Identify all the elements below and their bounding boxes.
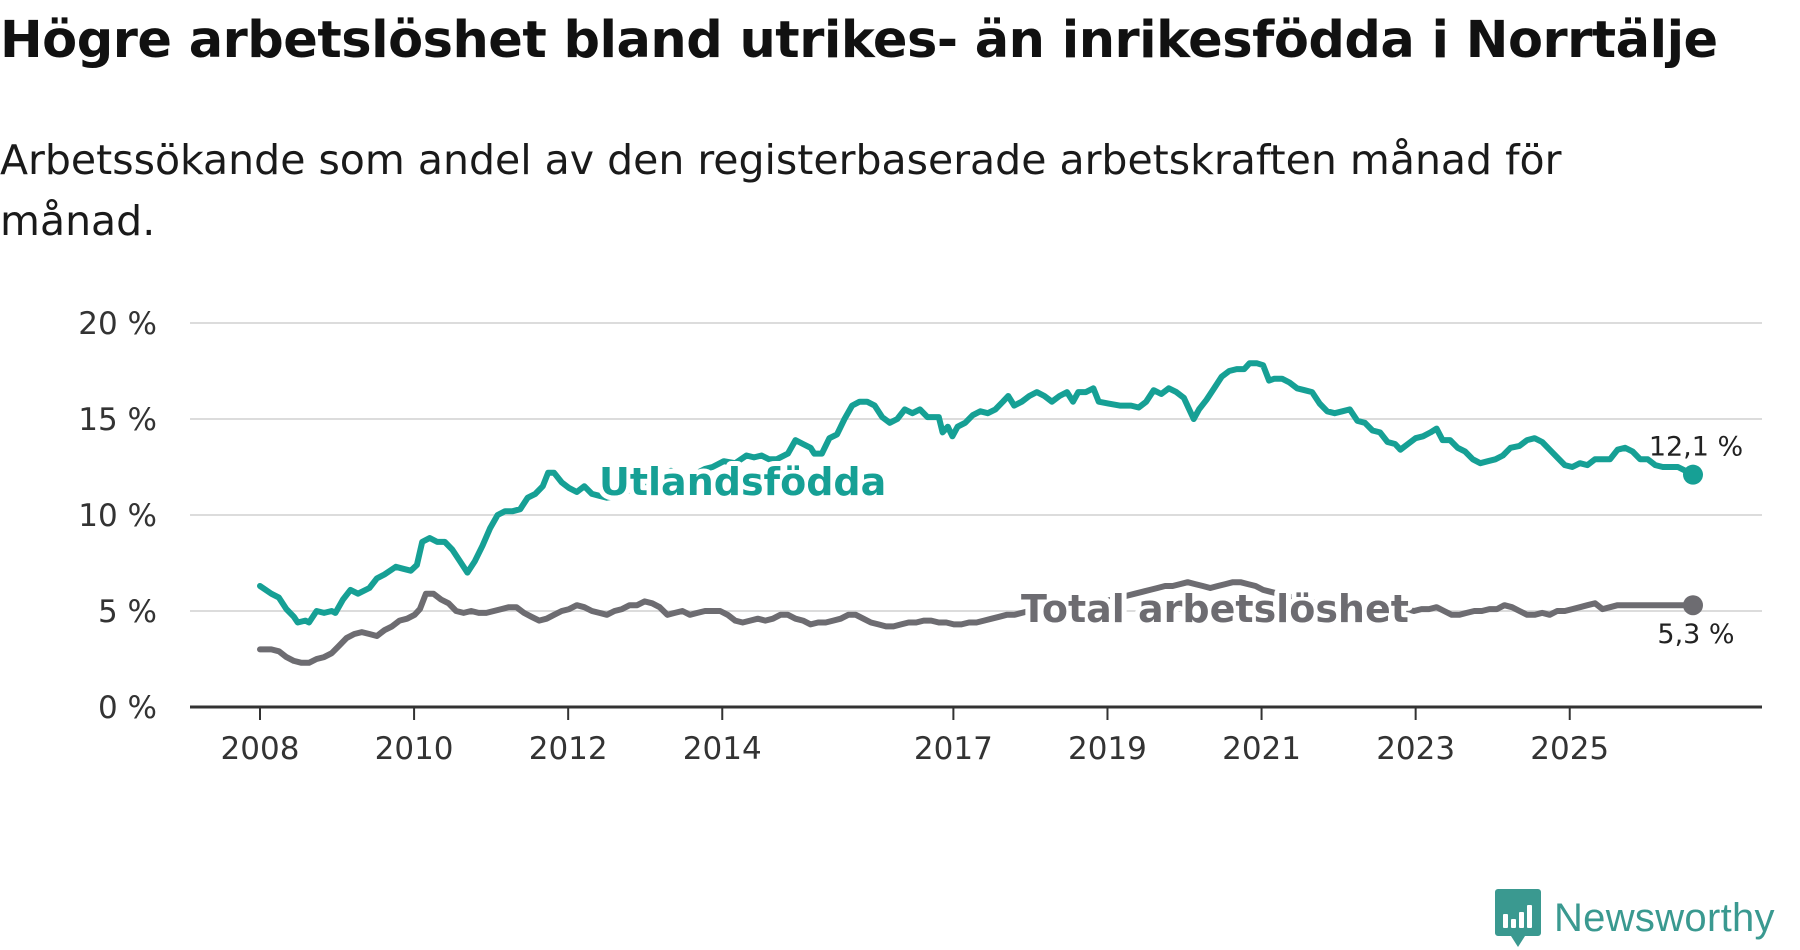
x-tick-label: 2012 bbox=[529, 731, 608, 767]
x-tick-label: 2014 bbox=[683, 731, 762, 767]
chart-series bbox=[257, 360, 1703, 666]
series-label-utlandsfodda: Utlandsfödda bbox=[599, 460, 886, 504]
brand-name: Newsworthy bbox=[1554, 895, 1775, 940]
series-end-point-utlandsfodda bbox=[1683, 464, 1703, 485]
newsworthy-logo-icon bbox=[1495, 889, 1541, 947]
x-tick-label: 2025 bbox=[1530, 731, 1609, 767]
x-tick-label: 2023 bbox=[1376, 731, 1455, 767]
chart-gridlines bbox=[190, 322, 1762, 612]
chart-subtitle: Arbetssökande som andel av den registerb… bbox=[0, 136, 1562, 245]
series-label-total-arbetsloshet: Total arbetslöshet bbox=[1021, 587, 1409, 631]
series-label-total-arbetsloshet-halo: Total arbetslöshet bbox=[1021, 587, 1409, 631]
x-tick-label: 2017 bbox=[914, 731, 993, 767]
chart-title: Högre arbetslöshet bland utrikes- än inr… bbox=[0, 11, 1718, 70]
y-tick-label: 15 % bbox=[78, 402, 157, 438]
end-value-label-total-arbetsloshet: 5,3 % bbox=[1657, 619, 1734, 650]
x-tick-label: 2008 bbox=[221, 731, 300, 767]
y-axis: 0 % 5 % 10 % 15 % 20 % bbox=[78, 306, 157, 726]
series-label-utlandsfodda-halo: Utlandsfödda bbox=[599, 460, 886, 504]
y-tick-label: 5 % bbox=[98, 594, 157, 630]
series-end-point-total-arbetsloshet bbox=[1683, 595, 1703, 616]
x-tick-label: 2019 bbox=[1068, 731, 1147, 767]
y-tick-label: 0 % bbox=[98, 690, 157, 726]
x-tick-label: 2010 bbox=[375, 731, 454, 767]
y-tick-label: 20 % bbox=[78, 306, 157, 342]
x-axis: 2008 2010 2012 2014 2017 2019 2021 2023 2025 bbox=[190, 705, 1762, 767]
series-line-total-arbetsloshet bbox=[257, 579, 1696, 666]
y-tick-label: 10 % bbox=[78, 498, 157, 534]
brand-logo: Newsworthy bbox=[1494, 886, 1775, 950]
end-value-label-utlandsfodda: 12,1 % bbox=[1649, 432, 1743, 463]
chart-series-labels: 12,1 %5,3 %UtlandsföddaUtlandsföddaTotal… bbox=[594, 432, 1743, 651]
x-tick-label: 2021 bbox=[1222, 731, 1301, 767]
series-line-utlandsfodda bbox=[257, 360, 1696, 626]
